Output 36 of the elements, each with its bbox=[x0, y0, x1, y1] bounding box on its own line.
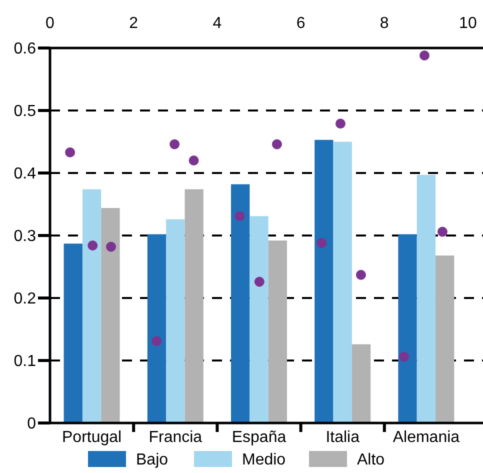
legend-label: Medio bbox=[242, 452, 286, 469]
x2-tick-label: 2 bbox=[129, 15, 138, 32]
bar bbox=[416, 174, 436, 423]
bar bbox=[398, 234, 417, 423]
bar bbox=[82, 189, 102, 423]
y-tick-label: 0.1 bbox=[14, 353, 36, 370]
x-tick-label: Portugal bbox=[62, 429, 122, 446]
y-tick-label: 0.2 bbox=[14, 290, 36, 308]
bar bbox=[184, 189, 204, 423]
x-tick-label: Italia bbox=[326, 429, 360, 446]
x-tick-label: Francia bbox=[148, 429, 202, 446]
y-tick-label: 0.4 bbox=[14, 166, 36, 183]
bar bbox=[352, 344, 371, 423]
x-tick-label: España bbox=[232, 429, 286, 446]
bar bbox=[64, 244, 82, 423]
y-tick-label: 0.6 bbox=[14, 40, 36, 58]
x-tick-label: Alemania bbox=[392, 429, 460, 446]
bar bbox=[101, 208, 120, 423]
bar bbox=[333, 142, 352, 423]
bar bbox=[230, 184, 250, 423]
bar bbox=[147, 234, 166, 423]
legend-label: Alto bbox=[357, 452, 385, 469]
x2-tick-label: 4 bbox=[212, 15, 222, 32]
x2-tick-label: 0 bbox=[46, 15, 55, 32]
x2-tick-label: 8 bbox=[380, 15, 389, 32]
x2-tick-label: 10 bbox=[459, 15, 477, 32]
bar bbox=[250, 216, 268, 423]
bar bbox=[268, 240, 288, 423]
bar bbox=[166, 219, 185, 423]
x2-tick-label: 6 bbox=[296, 15, 306, 32]
y-tick-label: 0.3 bbox=[14, 228, 36, 246]
y-tick-label: 0.5 bbox=[14, 103, 36, 120]
bar bbox=[436, 256, 454, 423]
bar bbox=[314, 140, 334, 423]
y-tick-label: 0 bbox=[27, 416, 36, 433]
legend-label: Bajo bbox=[136, 452, 168, 469]
